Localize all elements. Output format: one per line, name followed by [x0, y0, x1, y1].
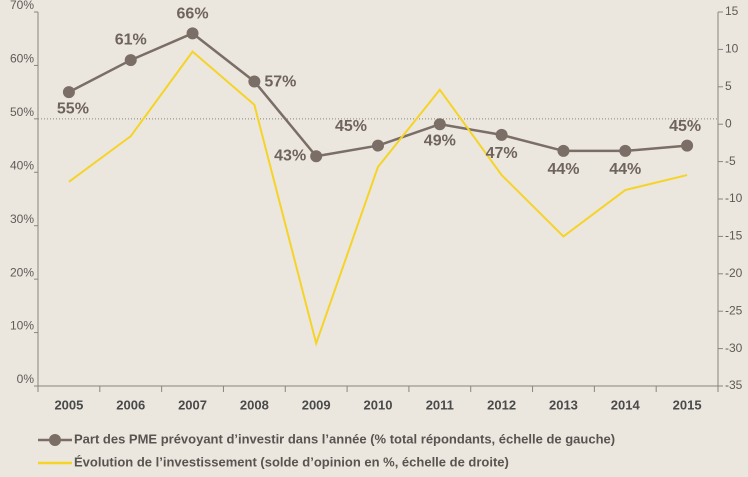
x-tick-label: 2006 — [116, 397, 145, 412]
x-tick-label: 2015 — [673, 397, 702, 412]
marker — [495, 128, 508, 141]
data-label: 44% — [609, 161, 641, 178]
x-tick-label: 2012 — [487, 397, 516, 412]
marker — [124, 54, 137, 67]
y-tick-label: 40% — [10, 158, 34, 172]
y-tick-label: 20% — [10, 265, 34, 279]
y2-tick-label: -35 — [725, 378, 743, 392]
data-label: 57% — [264, 74, 296, 91]
y2-tick-label: 0 — [725, 116, 732, 130]
x-tick-label: 2014 — [611, 397, 641, 412]
y2-tick-label: 10 — [725, 42, 739, 56]
legend-label: Part des PME prévoyant d’investir dans l… — [74, 431, 615, 446]
data-label: 55% — [57, 100, 89, 117]
legend-label: Évolution de l’investissement (solde d’o… — [74, 454, 509, 469]
x-tick-label: 2005 — [54, 397, 83, 412]
y2-tick-label: -10 — [725, 191, 743, 205]
marker — [372, 139, 384, 152]
data-label: 47% — [486, 145, 518, 162]
x-tick-label: 2008 — [240, 397, 269, 412]
data-label: 44% — [547, 161, 579, 178]
marker — [433, 118, 446, 131]
y2-tick-label: -5 — [725, 154, 736, 168]
y-tick-label: 50% — [10, 105, 34, 119]
y2-tick-label: -30 — [725, 341, 743, 355]
legend-marker — [49, 434, 61, 446]
data-label: 43% — [274, 147, 306, 164]
marker — [310, 150, 323, 163]
x-tick-label: 2013 — [549, 397, 578, 412]
data-label: 45% — [335, 118, 367, 135]
y2-tick-label: -15 — [725, 229, 743, 243]
y2-tick-label: 15 — [725, 4, 739, 18]
data-label: 61% — [115, 31, 147, 48]
x-tick-label: 2009 — [302, 397, 331, 412]
y-tick-label: 10% — [10, 319, 34, 333]
data-label: 49% — [424, 132, 456, 149]
x-tick-label: 2011 — [426, 397, 454, 412]
y-tick-label: 30% — [10, 212, 34, 226]
y-tick-label: 0% — [17, 372, 35, 386]
x-tick-label: 2007 — [178, 397, 207, 412]
marker — [62, 86, 75, 99]
marker — [248, 75, 261, 88]
y-tick-label: 70% — [10, 0, 34, 12]
y2-tick-label: -20 — [725, 266, 743, 280]
x-tick-label: 2010 — [364, 397, 393, 412]
data-label: 66% — [177, 6, 209, 23]
marker — [681, 139, 694, 152]
marker — [186, 27, 199, 40]
data-label: 45% — [669, 118, 701, 135]
y-tick-label: 60% — [10, 52, 34, 66]
y2-tick-label: -25 — [725, 303, 743, 317]
series-line — [68, 50, 688, 347]
marker — [619, 144, 632, 157]
marker — [557, 144, 570, 157]
y2-tick-label: 5 — [725, 79, 732, 93]
